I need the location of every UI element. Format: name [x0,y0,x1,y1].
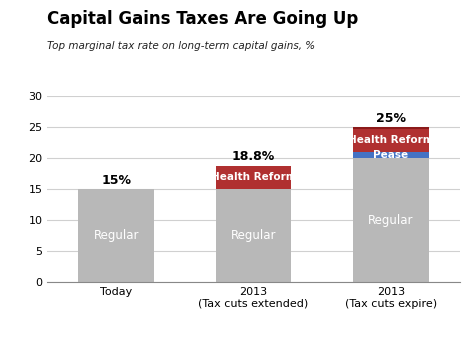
Text: Capital Gains Taxes Are Going Up: Capital Gains Taxes Are Going Up [47,10,359,28]
Bar [353,152,429,158]
Text: Health Reform: Health Reform [348,135,434,145]
Text: Health Reform: Health Reform [211,172,296,182]
Text: Regular: Regular [231,229,276,242]
Bar [353,127,429,129]
Text: Regular: Regular [368,214,414,227]
Text: Top marginal tax rate on long-term capital gains, %: Top marginal tax rate on long-term capit… [47,41,316,51]
Bar [216,166,292,189]
Text: 18.8%: 18.8% [232,150,275,163]
Text: Regular: Regular [93,229,139,242]
Bar [216,189,292,282]
Bar [353,158,429,282]
Bar [78,189,154,282]
Text: Pease: Pease [374,150,409,160]
Bar [353,129,429,152]
Text: 15%: 15% [101,174,131,187]
Text: 25%: 25% [376,112,406,125]
